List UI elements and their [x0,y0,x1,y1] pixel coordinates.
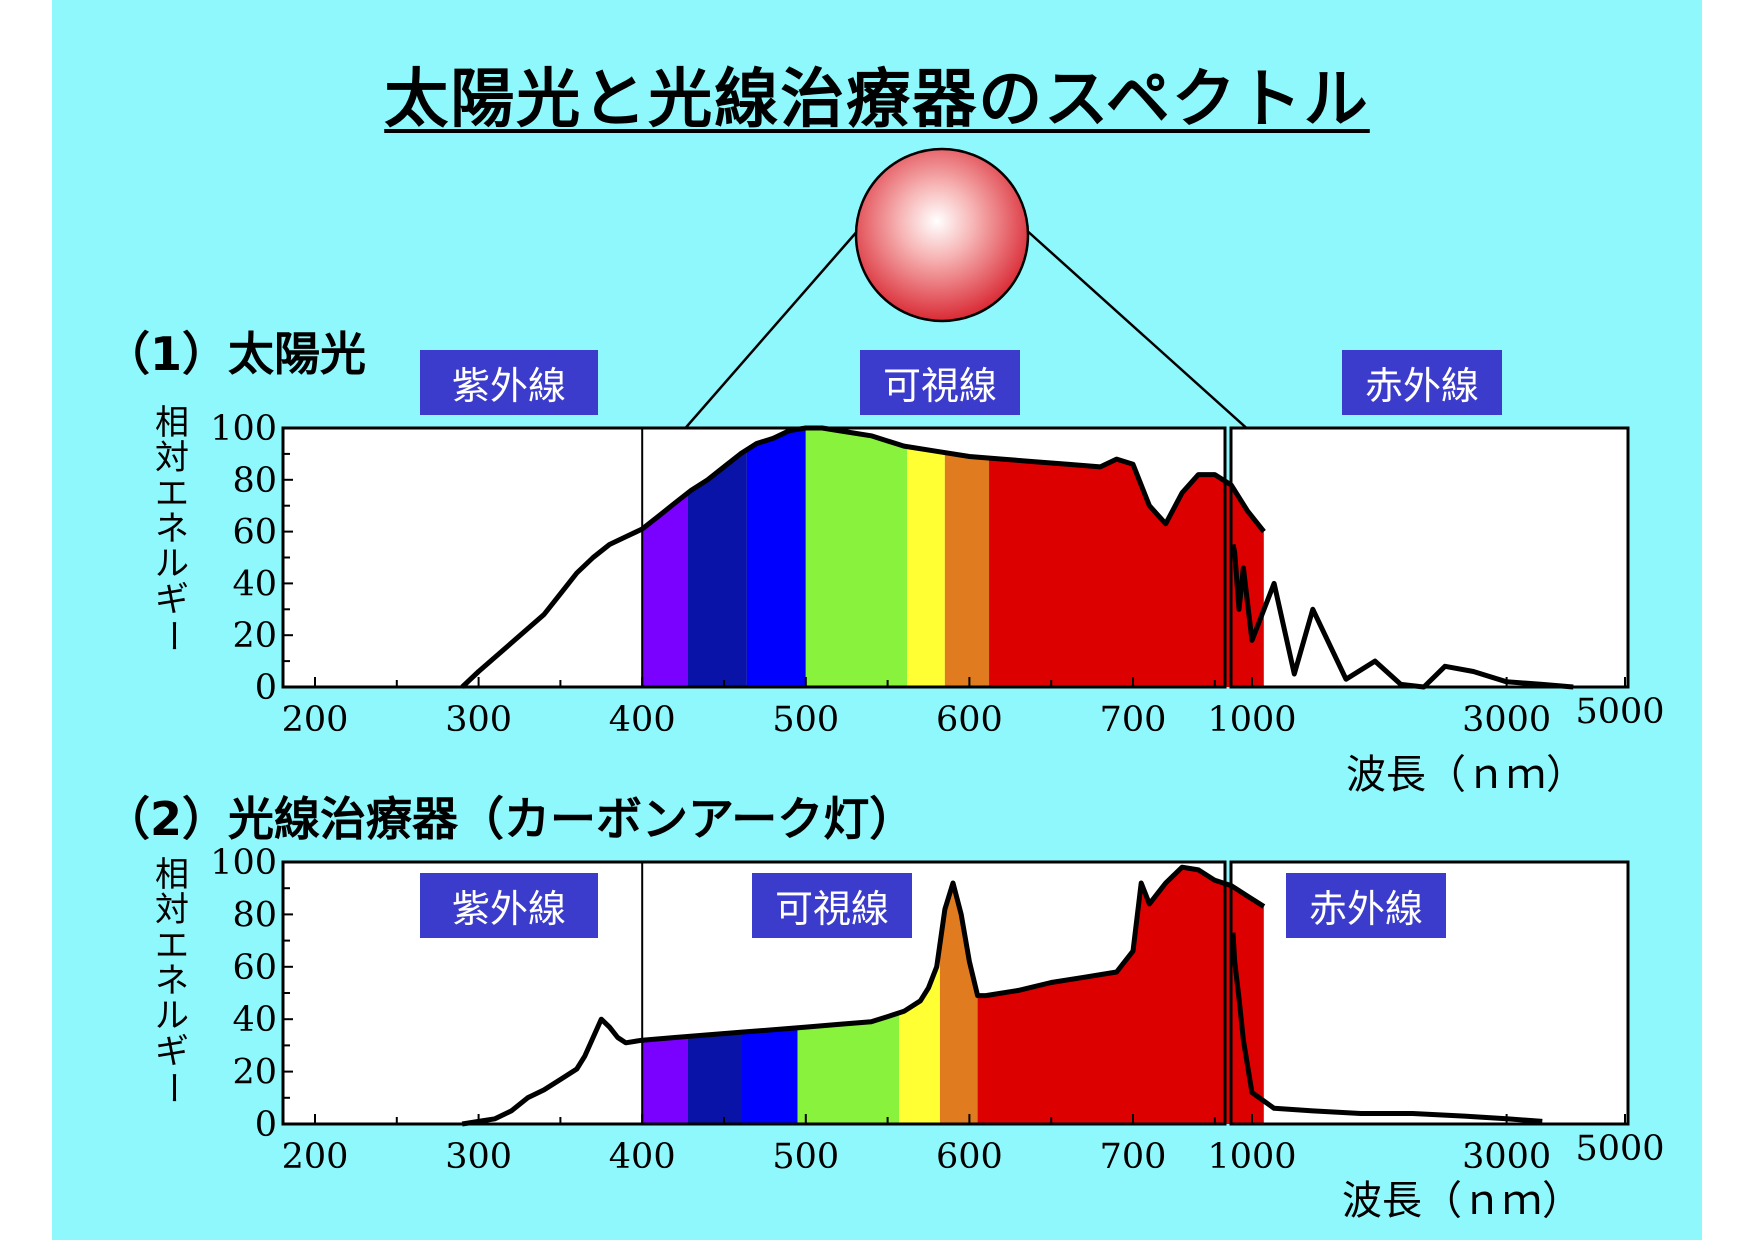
chart2-region-ir: 赤外線 [1286,873,1446,938]
x-tick-label: 300 [445,1137,512,1177]
chart2-y-axis-label: 相対エネルギー [152,855,193,1106]
x-tick-label: 5000 [1575,692,1664,732]
log-plot-area [1231,428,1628,687]
ir-spectrum-curve [1230,543,1574,690]
y-axis-label-char: エ [155,473,189,514]
y-axis-label-char: エ [155,925,189,966]
y-tick-label: 60 [232,948,277,988]
y-tick-label: 80 [232,461,277,501]
y-axis-label-char: ネ [155,961,189,1002]
spectrum-curve [461,864,1266,1127]
spectrum-band [944,428,990,687]
y-tick-label: 100 [210,843,277,883]
chart2-region-visible: 可視線 [752,873,912,938]
y-axis-label-char: ル [155,996,189,1037]
spectrum-band [746,428,806,687]
y-axis-label-char: 相 [155,403,189,443]
spectrum-band [805,428,908,687]
y-axis-label-char: ギ [155,1031,189,1072]
y-tick-label: 60 [232,513,277,553]
chart1-y-axis-label: 相対エネルギー [152,403,193,654]
spectrum-band [907,428,945,687]
log-plot-frame [1229,860,1630,1126]
chart2-x-axis-label: 波長（ｎｍ） [1342,1178,1582,1224]
x-tick-label: 3000 [1462,1137,1551,1177]
ir-spectrum-curve [1230,932,1543,1124]
y-axis-label-char: 対 [155,890,189,931]
log-plot-frame [1229,426,1630,689]
x-tick-label: 300 [445,700,512,740]
chart1-region-uv: 紫外線 [420,350,598,415]
x-tick-label: 200 [282,700,349,740]
chart1-x-axis-label: 波長（ｎｍ） [1346,752,1586,798]
x-tick-label: 500 [772,1137,839,1177]
y-axis-label-char: ギ [155,579,189,620]
x-tick-label: 600 [936,700,1003,740]
y-axis-label-char: ネ [155,509,189,550]
y-tick-label: 80 [232,895,277,935]
page-title: 太陽光と光線治療器のスペクトル [384,63,1370,137]
y-axis-label-char: 相 [155,855,189,895]
x-tick-label: 500 [772,700,839,740]
chart2-title: （2）光線治療器（カーボンアーク灯） [104,792,916,846]
x-tick-label: 1000 [1207,700,1296,740]
chart1-region-visible: 可視線 [860,350,1020,415]
y-tick-label: 40 [232,1000,277,1040]
x-tick-label: 400 [609,1137,676,1177]
y-tick-label: 20 [232,1053,277,1093]
y-axis-label-char: 対 [155,438,189,479]
chart1-title: （1）太陽光 [104,327,367,381]
x-tick-label: 1000 [1207,1137,1296,1177]
chart2-region-uv: 紫外線 [420,873,598,938]
x-tick-label: 200 [282,1137,349,1177]
x-tick-label: 5000 [1575,1129,1664,1169]
x-tick-label: 700 [1100,1137,1167,1177]
y-tick-label: 100 [210,409,277,449]
y-tick-label: 40 [232,564,277,604]
x-tick-label: 400 [609,700,676,740]
x-tick-label: 700 [1100,700,1167,740]
y-tick-label: 20 [232,616,277,656]
sun-icon [854,147,1030,323]
chart1-region-ir: 赤外線 [1342,350,1502,415]
y-tick-label: 0 [255,1105,277,1145]
y-axis-label-char: ル [155,544,189,585]
y-tick-label: 0 [255,668,277,708]
x-tick-label: 3000 [1462,700,1551,740]
x-tick-label: 600 [936,1137,1003,1177]
